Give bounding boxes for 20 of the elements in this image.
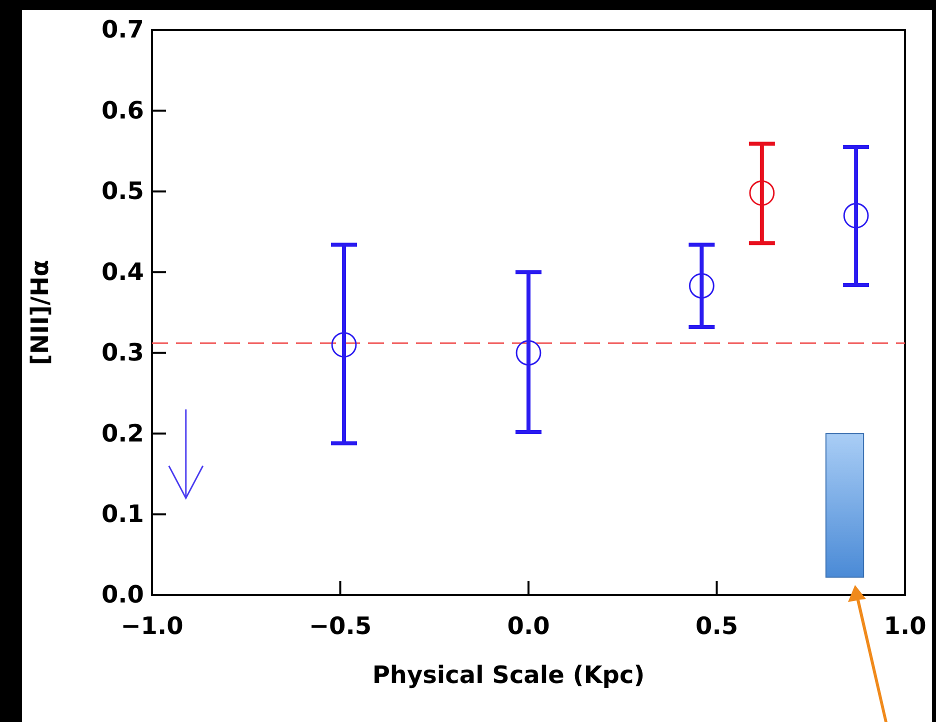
point (843, 202, 869, 228)
x-tick-label: 1.0 (884, 612, 926, 640)
x-tick-label: 0.5 (695, 612, 738, 640)
x-axis-title: Physical Scale (Kpc) (372, 661, 645, 689)
y-tick-label: 0.4 (101, 258, 144, 286)
y-tick-label: 0.1 (101, 500, 144, 528)
y-axis-title: [NII]/Hα (26, 260, 54, 366)
y-tick-label: 0.5 (101, 177, 144, 206)
point (749, 180, 775, 206)
point (688, 273, 714, 299)
y-tick-label: 0.6 (101, 96, 144, 124)
point (516, 340, 542, 366)
y-tick-label: 0.3 (101, 338, 144, 367)
y-tick-label: 0.2 (101, 419, 144, 448)
y-tick-label: 0.7 (101, 16, 144, 44)
y-tick-label: 0.0 (101, 580, 144, 609)
x-tick-label: 0.0 (507, 612, 550, 640)
point (331, 332, 357, 358)
x-tick-label: −1.0 (120, 612, 184, 640)
x-tick-label: −0.5 (308, 612, 372, 640)
